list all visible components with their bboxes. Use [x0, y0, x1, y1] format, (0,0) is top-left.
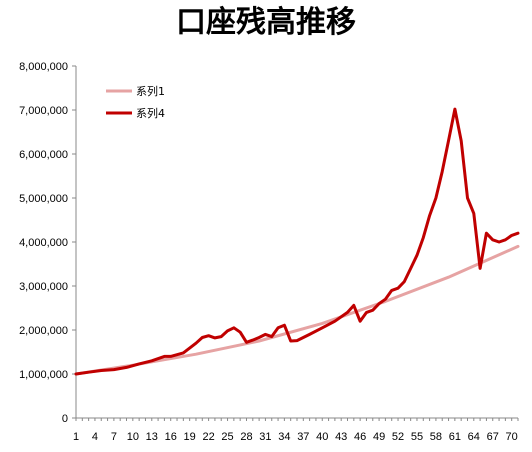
x-tick-label: 16: [165, 431, 177, 443]
x-tick-label: 61: [449, 431, 461, 443]
y-tick-label: 5,000,000: [19, 193, 68, 205]
x-tick-label: 58: [430, 431, 442, 443]
x-tick-label: 49: [373, 431, 385, 443]
x-tick-label: 40: [316, 431, 328, 443]
y-tick-label: 7,000,000: [19, 105, 68, 117]
legend: 系列1 系列4: [106, 84, 165, 120]
x-tick-label: 28: [240, 431, 252, 443]
legend-label-2: 系列4: [136, 106, 165, 120]
y-tick-label: 0: [62, 413, 68, 425]
x-tick-label: 1: [73, 431, 79, 443]
x-tick-label: 34: [278, 431, 290, 443]
x-tick-label: 37: [297, 431, 309, 443]
x-tick-label: 10: [127, 431, 139, 443]
x-tick-label: 7: [111, 431, 117, 443]
x-tick-label: 19: [184, 431, 196, 443]
axes: 0 1,000,000 2,000,000 3,000,000 4,000,000 5,0…: [19, 61, 519, 443]
y-tick-label: 8,000,000: [19, 61, 68, 73]
x-tick-label: 31: [259, 431, 271, 443]
x-tick-label: 52: [392, 431, 404, 443]
x-tick-label: 67: [487, 431, 499, 443]
chart-title: 口座残高推移: [176, 5, 356, 40]
x-tick-label: 22: [202, 431, 214, 443]
y-tick-label: 4,000,000: [19, 237, 68, 249]
y-tick-label: 6,000,000: [19, 149, 68, 161]
series-layer: [74, 107, 520, 376]
x-tick-label: 64: [468, 431, 480, 443]
x-tick-label: 46: [354, 431, 366, 443]
y-tick-label: 2,000,000: [19, 325, 68, 337]
x-tick-label: 4: [92, 431, 98, 443]
x-tick-label: 13: [146, 431, 158, 443]
y-tick-label: 1,000,000: [19, 369, 68, 381]
x-tick-label: 43: [335, 431, 347, 443]
y-tick-label: 3,000,000: [19, 281, 68, 293]
series-line-2: [74, 107, 520, 376]
x-tick-label: 70: [506, 431, 518, 443]
x-tick-label: 25: [221, 431, 233, 443]
x-tick-label: 55: [411, 431, 423, 443]
series-line-1: [74, 244, 520, 376]
legend-label-1: 系列1: [136, 84, 165, 98]
